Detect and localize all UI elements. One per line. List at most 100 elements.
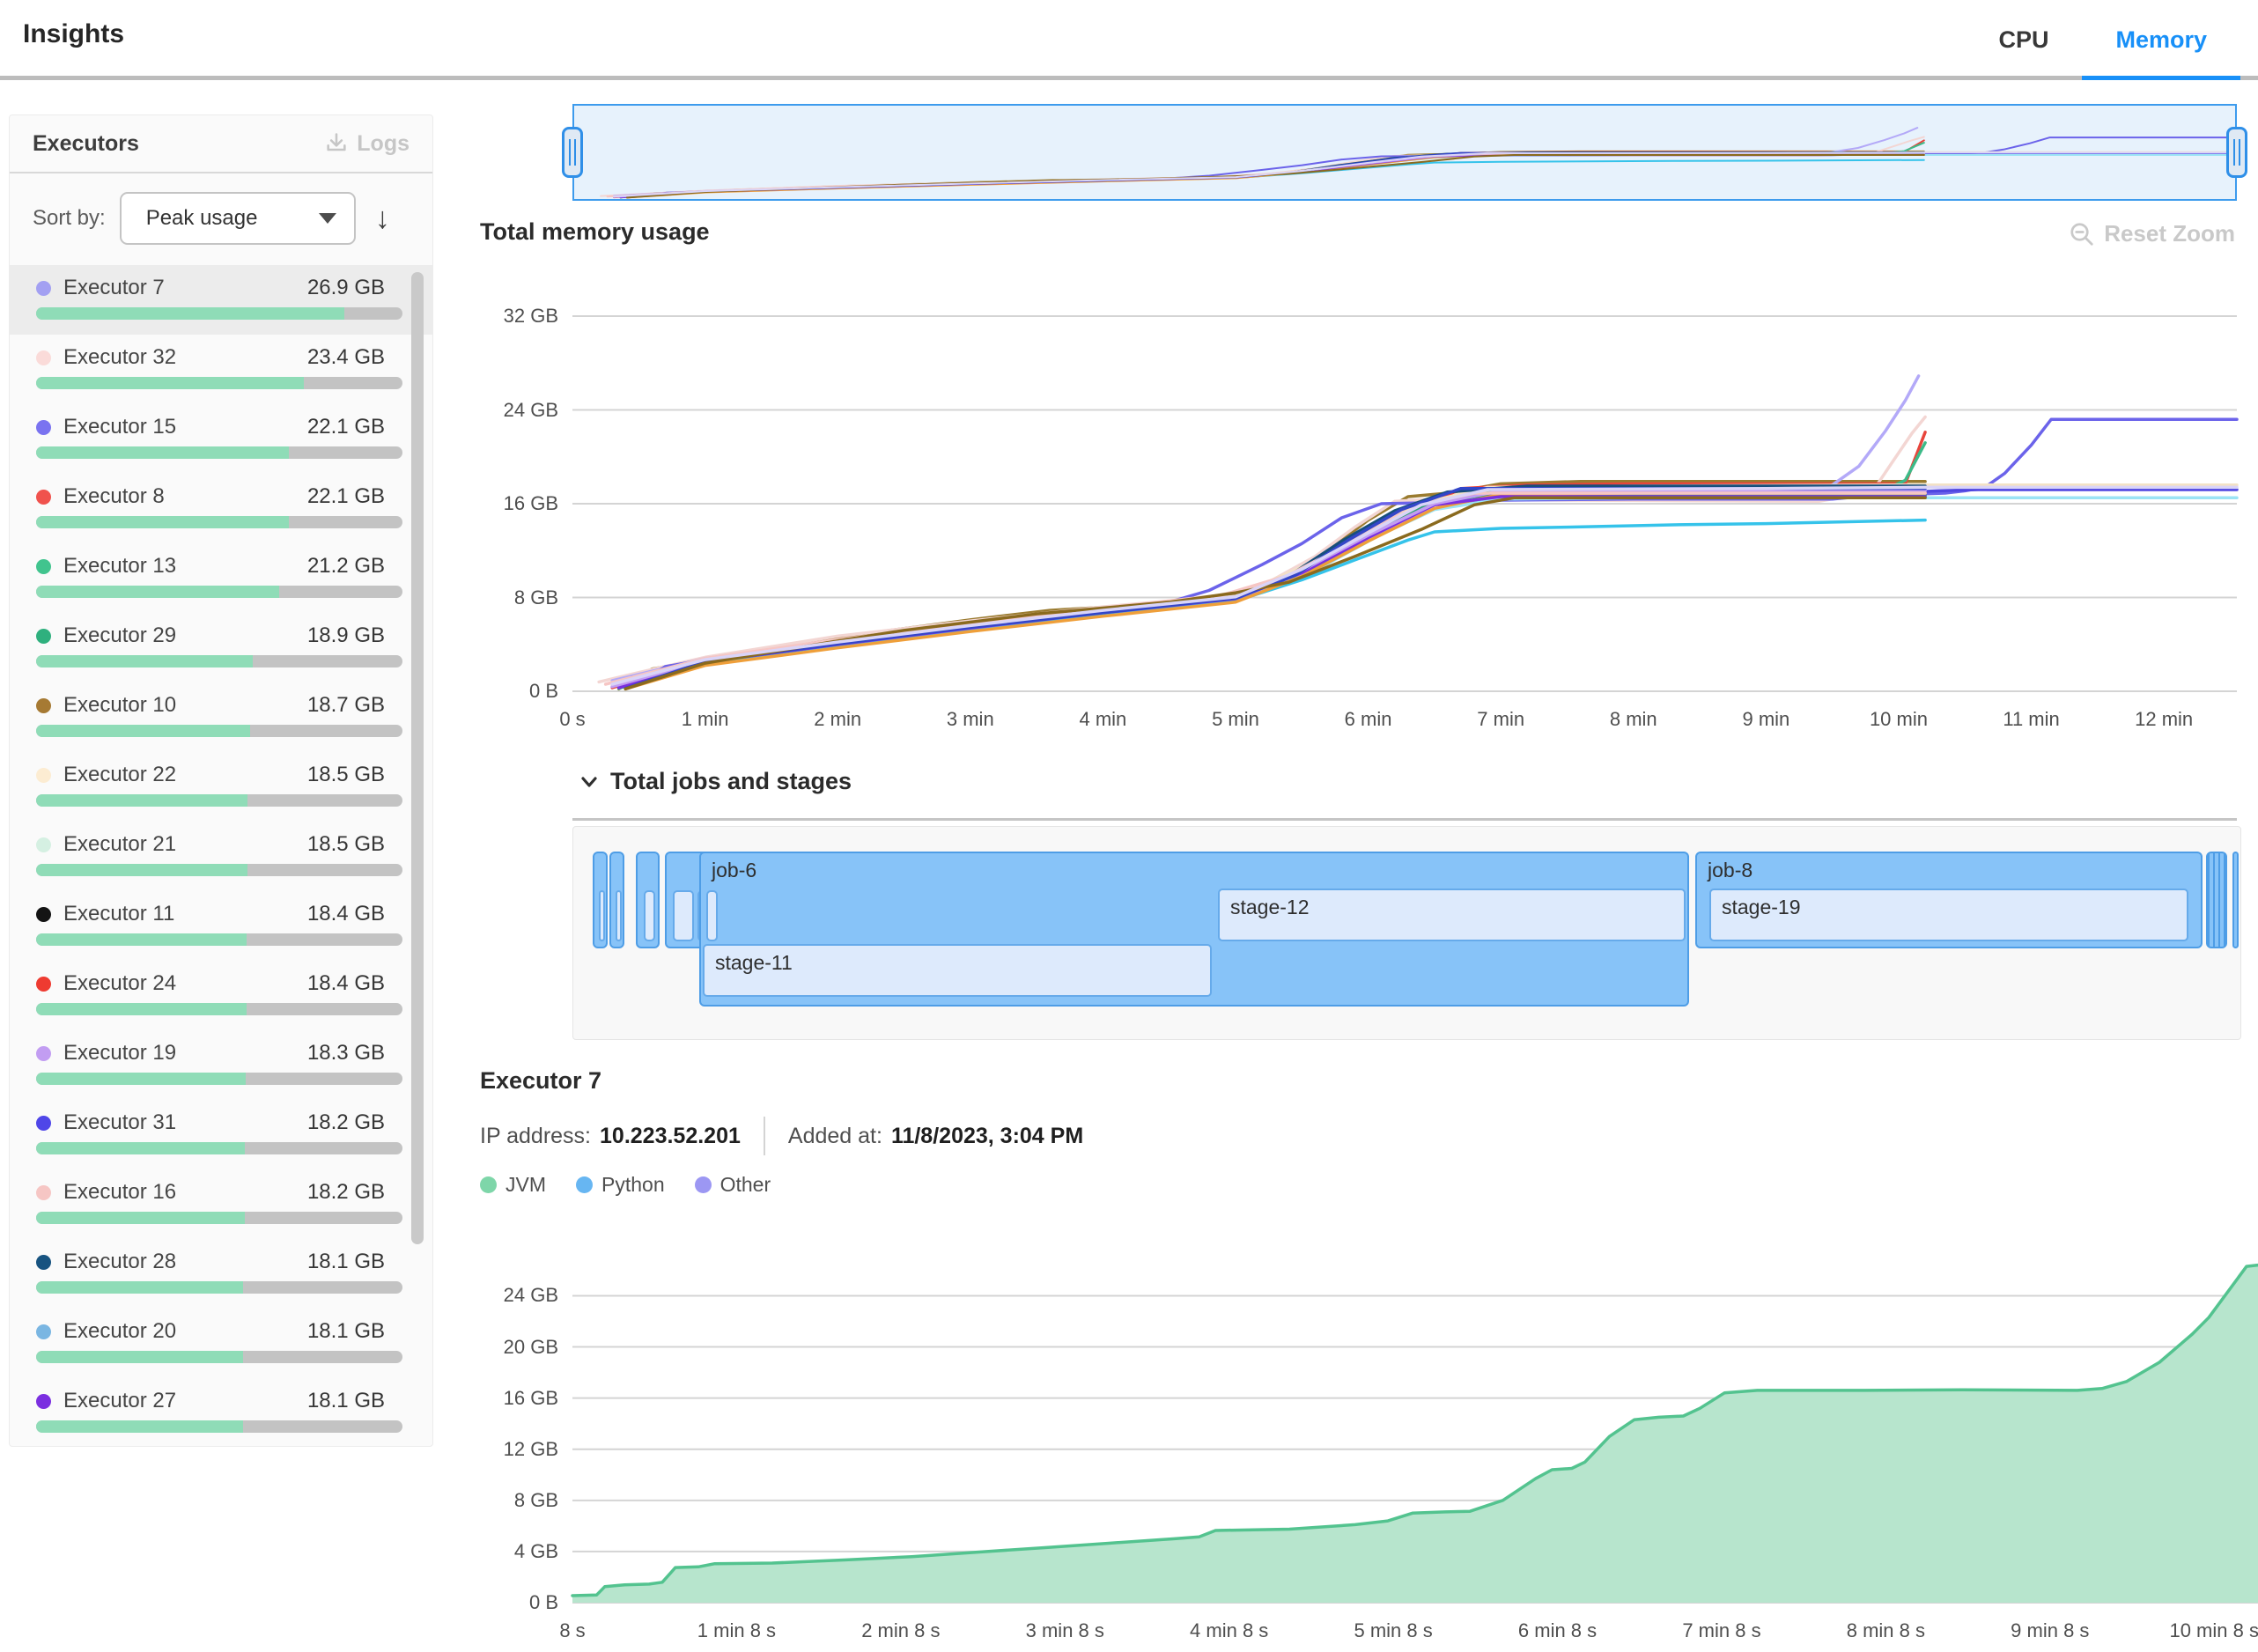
- executor-peak-value: 18.7 GB: [306, 693, 385, 717]
- legend-item-other[interactable]: Other: [694, 1173, 771, 1197]
- overview-brush-chart[interactable]: [572, 104, 2237, 201]
- download-icon: [327, 133, 346, 151]
- job-bar[interactable]: [2232, 852, 2239, 948]
- executor-row[interactable]: Executor 32 23.4 GB: [10, 335, 432, 404]
- jobs-section-toggle[interactable]: Total jobs and stages: [577, 768, 852, 795]
- executor-peak-value: 22.1 GB: [306, 484, 385, 508]
- executor-usage-bar: [36, 1142, 402, 1154]
- x-axis-label: 12 min: [2135, 708, 2194, 730]
- y-axis-label: 0 B: [528, 680, 558, 702]
- x-axis-label: 7 min 8 s: [1682, 1619, 1761, 1641]
- x-axis-label: 10 min: [1869, 708, 1928, 730]
- executor-row[interactable]: Executor 21 18.5 GB: [10, 822, 432, 891]
- x-axis-label: 4 min: [1079, 708, 1127, 730]
- x-axis-label: 3 min: [946, 708, 994, 730]
- y-axis-label: 12 GB: [503, 1437, 558, 1460]
- executor-row[interactable]: Executor 20 18.1 GB: [10, 1309, 432, 1378]
- executor-row[interactable]: Executor 16 18.2 GB: [10, 1169, 432, 1239]
- executor-row[interactable]: Executor 28 18.1 GB: [10, 1239, 432, 1309]
- executor-color-dot: [36, 489, 51, 505]
- x-axis-label: 6 min: [1344, 708, 1392, 730]
- executor-name: Executor 13: [63, 554, 177, 578]
- job-bar[interactable]: [609, 852, 624, 948]
- stage-label: stage-11: [715, 951, 793, 974]
- stage-bar[interactable]: [599, 890, 605, 941]
- stage-bar-stage-11[interactable]: stage-11: [703, 944, 1212, 997]
- job-bar[interactable]: [2206, 852, 2227, 948]
- job-bar[interactable]: [593, 852, 608, 948]
- scrollbar-thumb[interactable]: [411, 272, 424, 1244]
- executor-peak-value: 18.2 GB: [306, 1110, 385, 1134]
- executor-color-dot: [36, 837, 51, 852]
- reset-zoom-button[interactable]: Reset Zoom: [2069, 220, 2235, 247]
- executor-row[interactable]: Executor 29 18.9 GB: [10, 613, 432, 682]
- executor-row[interactable]: Executor 11 18.4 GB: [10, 891, 432, 961]
- added-at-value: 11/8/2023, 3:04 PM: [890, 1123, 1084, 1148]
- executor-row[interactable]: Executor 8 22.1 GB: [10, 474, 432, 543]
- brush-handle-right[interactable]: [2226, 127, 2247, 178]
- x-axis-label: 8 min: [1609, 708, 1657, 730]
- job-label: job-8: [1708, 859, 1753, 881]
- executor-usage-bar: [36, 307, 402, 320]
- stage-bar-stage-19[interactable]: stage-19: [1709, 889, 2188, 941]
- x-axis-label: 5 min 8 s: [1354, 1619, 1433, 1641]
- stage-bar-stage-12[interactable]: stage-12: [1218, 889, 1686, 941]
- executor-name: Executor 27: [63, 1389, 177, 1412]
- executor-row[interactable]: Executor 31 18.2 GB: [10, 1100, 432, 1169]
- legend-label: Other: [719, 1173, 771, 1196]
- total-memory-title: Total memory usage: [480, 218, 710, 245]
- executor-color-dot: [36, 1254, 51, 1270]
- executor-name: Executor 7: [63, 276, 165, 299]
- executor-row[interactable]: Executor 10 18.7 GB: [10, 682, 432, 752]
- executor-peak-value: 22.1 GB: [306, 415, 385, 439]
- legend-item-python[interactable]: Python: [576, 1173, 665, 1197]
- stage-bar[interactable]: [673, 890, 694, 941]
- executor-peak-value: 18.9 GB: [306, 623, 385, 647]
- job-bar-job-8[interactable]: job-8 stage-19: [1695, 852, 2203, 948]
- job-bar[interactable]: [636, 852, 660, 948]
- logs-button[interactable]: Logs: [324, 131, 410, 157]
- executor-meta: IP address: 10.223.52.201 Added at: 11/8…: [480, 1117, 1083, 1155]
- stage-bar[interactable]: [616, 890, 622, 941]
- x-axis-label: 9 min 8 s: [2011, 1619, 2090, 1641]
- legend-label: JVM: [505, 1173, 546, 1196]
- sort-direction-button[interactable]: ↓: [374, 202, 390, 235]
- stage-label: stage-19: [1722, 896, 1801, 918]
- tab-memory[interactable]: Memory: [2082, 0, 2240, 80]
- executor-memory-chart[interactable]: 0 B 4 GB 8 GB 12 GB 16 GB 20 GB 24 GB 8 s 1 min …: [504, 1255, 2258, 1641]
- executors-title: Executors: [33, 130, 139, 156]
- legend-item-jvm[interactable]: JVM: [480, 1173, 546, 1197]
- section-divider: [572, 818, 2237, 821]
- total-memory-chart[interactable]: 0 B 8 GB 16 GB 24 GB 32 GB 0 s 1 min 2 min 3 min…: [504, 291, 2239, 730]
- executor-row[interactable]: Executor 27 18.1 GB: [10, 1378, 432, 1446]
- x-axis-label: 11 min: [2003, 708, 2060, 730]
- sort-select-value: Peak usage: [145, 206, 258, 230]
- executor-color-dot: [36, 558, 51, 574]
- sort-select[interactable]: Peak usage: [119, 192, 356, 245]
- executor-usage-bar: [36, 516, 402, 528]
- tab-cpu[interactable]: CPU: [1965, 0, 2082, 80]
- executor-row[interactable]: Executor 15 22.1 GB: [10, 404, 432, 474]
- tab-bar: CPU Memory: [1965, 0, 2240, 80]
- executor-color-dot: [36, 1184, 51, 1200]
- stage-bar[interactable]: [644, 890, 655, 941]
- executor-name: Executor 28: [63, 1250, 177, 1273]
- job-bar-job-6[interactable]: job-6 stage-12 stage-11: [699, 852, 1689, 1007]
- x-axis-label: 4 min 8 s: [1190, 1619, 1269, 1641]
- sort-row: Sort by: Peak usage ↓: [10, 173, 432, 263]
- executor-row[interactable]: Executor 19 18.3 GB: [10, 1030, 432, 1100]
- stage-bar[interactable]: [706, 890, 718, 941]
- executor-name: Executor 8: [63, 484, 165, 508]
- executor-row[interactable]: Executor 7 26.9 GB: [10, 265, 432, 335]
- executor-usage-bar: [36, 377, 402, 389]
- executor-color-dot: [36, 1115, 51, 1131]
- x-axis-label: 1 min 8 s: [697, 1619, 777, 1641]
- x-axis-label: 10 min 8 s: [2169, 1619, 2258, 1641]
- executor-row[interactable]: Executor 13 21.2 GB: [10, 543, 432, 613]
- executor-row[interactable]: Executor 22 18.5 GB: [10, 752, 432, 822]
- executor-color-dot: [36, 1393, 51, 1409]
- logs-button-label: Logs: [357, 130, 410, 156]
- executor-row[interactable]: Executor 24 18.4 GB: [10, 961, 432, 1030]
- brush-handle-left[interactable]: [562, 127, 583, 178]
